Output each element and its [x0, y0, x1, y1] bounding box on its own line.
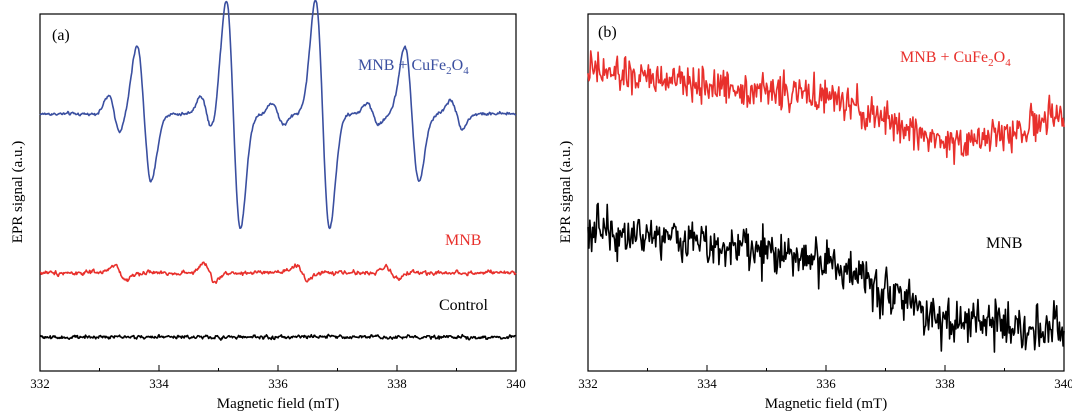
panel-b-x-ticks: 332 334 336 338 340 — [578, 365, 1072, 391]
panel-b-x-tick-label-338: 338 — [935, 376, 955, 391]
panel-b-series-group — [587, 50, 1065, 353]
panel-a-y-axis-title: EPR signal (a.u.) — [10, 141, 26, 244]
panel-b-x-tick-label-332: 332 — [578, 376, 598, 391]
panel-a-series-label-mnb-cufe2o4: MNB + CuFe2O4 — [358, 57, 469, 77]
panel-b-x-tick-label-334: 334 — [697, 376, 717, 391]
panel-b-label: (b) — [598, 24, 617, 41]
panel-b-series-line-mnb-cufe2o4 — [587, 50, 1065, 166]
panel-b-x-tick-label-336: 336 — [816, 376, 836, 391]
panel-a-label: (a) — [52, 27, 70, 44]
panel-a-series-line-mnb-cufe2o4 — [39, 0, 517, 230]
panel-a-x-tick-label-340: 340 — [506, 376, 526, 391]
panel-a-x-tick-label-334: 334 — [149, 376, 169, 391]
panel-b: 332 334 336 338 340 (b) Magnetic field (mT) … — [558, 13, 1072, 412]
panel-a-series-line-control — [39, 333, 517, 341]
panel-a-x-axis-title: Magnetic field (mT) — [217, 396, 339, 412]
panel-a-x-tick-label-332: 332 — [30, 376, 50, 391]
panel-b-series-line-mnb — [587, 202, 1065, 353]
panel-b-x-tick-label-340: 340 — [1054, 376, 1072, 391]
panel-a-series-label-mnb: MNB — [445, 232, 481, 249]
panel-a-x-tick-label-338: 338 — [387, 376, 407, 391]
panel-a-x-ticks: 332 334 336 338 340 — [30, 365, 526, 391]
panel-b-y-axis-title: EPR signal (a.u.) — [558, 141, 574, 244]
panel-b-series-label-mnb: MNB — [986, 235, 1022, 252]
panel-a-x-tick-label-336: 336 — [268, 376, 288, 391]
panel-b-series-label-mnb-cufe2o4: MNB + CuFe2O4 — [900, 49, 1011, 69]
panel-b-x-axis-title: Magnetic field (mT) — [765, 396, 887, 412]
panel-a-series-group — [39, 0, 517, 341]
panel-a: 332 334 336 338 340 (a) Magnetic field (mT) … — [10, 0, 526, 412]
panel-a-series-label-control: Control — [439, 297, 488, 314]
panel-a-series-line-mnb — [39, 261, 517, 284]
